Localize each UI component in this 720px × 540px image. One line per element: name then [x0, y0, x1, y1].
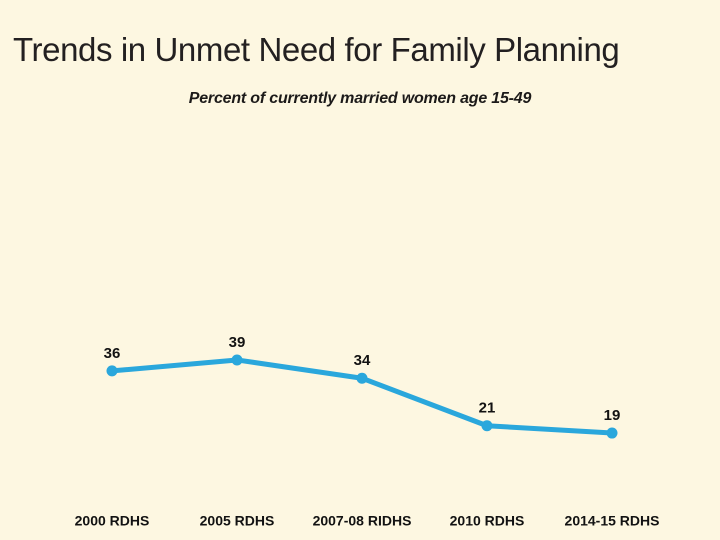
data-point-marker — [231, 354, 243, 366]
x-axis-category-label: 2014-15 RDHS — [565, 513, 660, 529]
data-point-value-label: 39 — [229, 334, 246, 351]
data-point-value-label: 36 — [104, 345, 121, 362]
data-point-marker — [106, 365, 118, 377]
slide-title: Trends in Unmet Need for Family Planning — [13, 31, 620, 68]
data-point-marker — [481, 420, 493, 432]
x-axis-category-label: 2007-08 RIDHS — [313, 513, 412, 529]
data-point-marker — [606, 427, 618, 439]
slide-subtitle: Percent of currently married women age 1… — [188, 90, 532, 107]
data-point-value-label: 19 — [604, 407, 621, 424]
data-point-value-label: 21 — [479, 400, 496, 417]
x-axis-category-label: 2005 RDHS — [200, 513, 275, 529]
data-point-value-label: 34 — [354, 352, 371, 369]
data-point-marker — [356, 372, 368, 384]
x-axis-category-label: 2010 RDHS — [450, 513, 525, 529]
trend-line — [109, 357, 615, 436]
x-axis-category-label: 2000 RDHS — [75, 513, 150, 529]
